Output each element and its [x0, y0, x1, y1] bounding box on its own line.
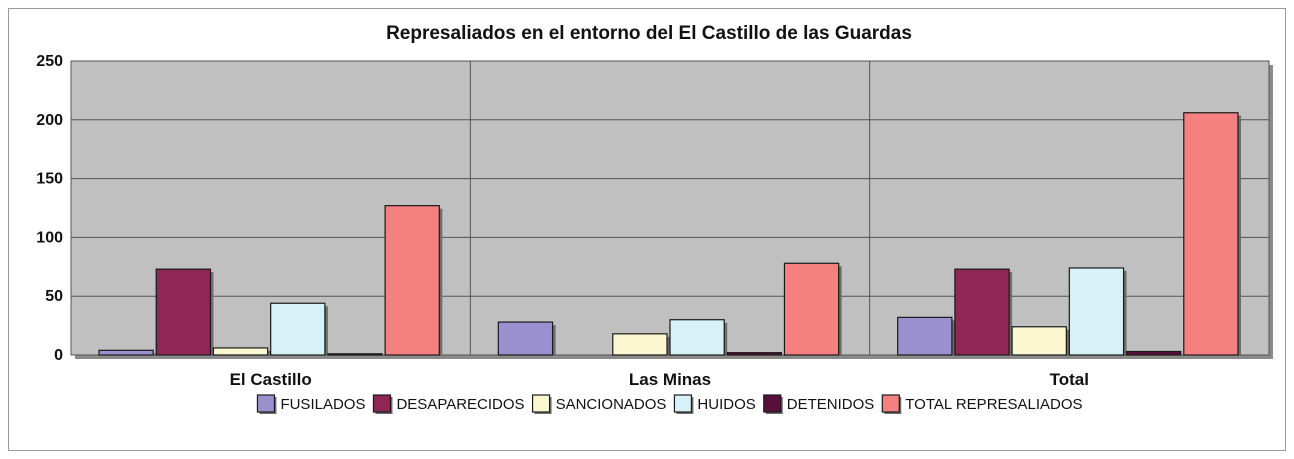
bar-total-represaliados-0: [384, 205, 440, 356]
y-tick-label: 250: [36, 53, 63, 70]
legend-swatch-fusilados: [256, 394, 276, 413]
y-tick-label: 100: [36, 229, 63, 246]
legend-swatch-huidos: [673, 394, 693, 413]
x-category-label: Total: [1050, 370, 1089, 389]
legend-label: SANCIONADOS: [556, 396, 667, 413]
bar-fusilados-2: [897, 316, 953, 356]
bar-huidos-1: [669, 319, 725, 356]
bar-total-represaliados-1: [783, 262, 840, 356]
y-tick-label: 150: [36, 171, 63, 188]
chart-frame: Represaliados en el entorno del El Casti…: [8, 8, 1286, 451]
bar-detenidos-1: [726, 352, 783, 356]
bar-detenidos-2: [1125, 350, 1182, 356]
bar-desaparecidos-0: [155, 268, 212, 356]
bar-sancionados-2: [1011, 326, 1067, 356]
bar-desaparecidos-2: [954, 268, 1010, 356]
bar-fusilados-0: [98, 349, 154, 356]
bar-chart: Represaliados en el entorno del El Casti…: [36, 23, 1273, 414]
legend-label: HUIDOS: [697, 396, 755, 413]
y-tick-label: 50: [45, 288, 63, 305]
bar-total-represaliados-2: [1183, 112, 1239, 356]
bar-sancionados-0: [212, 347, 269, 356]
y-tick-label: 0: [54, 347, 63, 364]
bar-huidos-2: [1068, 267, 1125, 356]
legend: FUSILADOS DESAPARECIDOS SANCIONADOS HUIDOS D…: [256, 394, 1083, 414]
bar-fusilados-1: [497, 321, 554, 356]
legend-swatch-detenidos: [763, 394, 782, 413]
chart-title: Represaliados en el entorno del El Casti…: [386, 23, 912, 44]
legend-swatch-desaparecidos: [372, 394, 392, 413]
legend-label: FUSILADOS: [280, 396, 365, 413]
x-category-label: Las Minas: [629, 370, 711, 389]
y-tick-label: 200: [36, 112, 63, 129]
bar-sancionados-1: [612, 333, 668, 356]
x-category-label: El Castillo: [230, 370, 312, 389]
legend-label: TOTAL REPRESALIADOS: [905, 396, 1082, 413]
legend-label: DETENIDOS: [787, 396, 875, 413]
legend-swatch-sancionados: [531, 394, 551, 413]
bar-huidos-0: [270, 302, 326, 356]
legend-label: DESAPARECIDOS: [396, 396, 524, 413]
legend-swatch-total-represaliados: [881, 394, 900, 413]
bar-detenidos-0: [327, 353, 383, 356]
plot-area: 0 50 100 150 200 250 El Castillo Las Minas Total: [36, 53, 1273, 389]
